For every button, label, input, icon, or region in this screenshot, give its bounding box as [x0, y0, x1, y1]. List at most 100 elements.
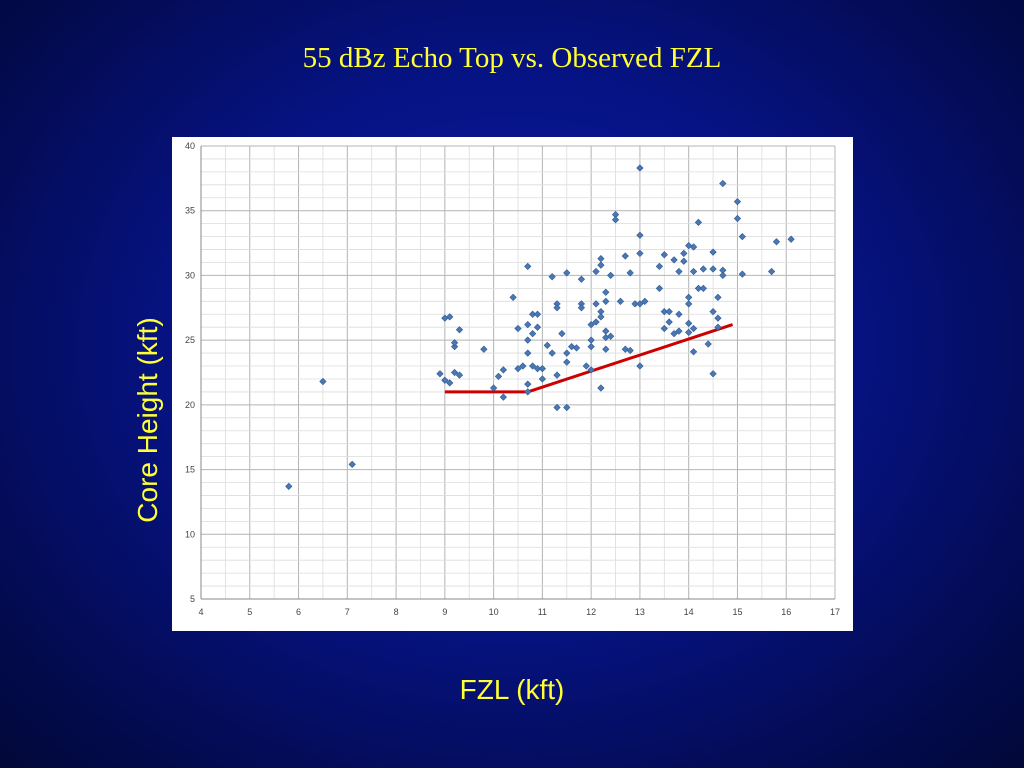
data-point — [626, 269, 634, 277]
data-point — [529, 330, 537, 338]
data-point — [592, 318, 600, 326]
data-point — [689, 267, 698, 276]
x-tick-label: 4 — [198, 607, 203, 617]
data-point — [602, 345, 610, 353]
y-axis-label-text: Core Height (kft) — [132, 317, 163, 523]
data-point — [660, 251, 668, 259]
y-tick-label: 40 — [185, 141, 195, 151]
data-point — [709, 265, 717, 273]
data-point — [670, 330, 678, 338]
data-point — [592, 300, 600, 308]
x-tick-labels: 4 5 6 7 8 9 10 11 12 13 14 15 16 17 — [198, 607, 840, 617]
data-point — [455, 326, 464, 334]
data-point — [694, 284, 703, 292]
data-point — [533, 364, 542, 373]
data-point — [611, 216, 620, 224]
data-point — [519, 362, 527, 370]
data-point — [553, 304, 561, 312]
data-point — [685, 328, 693, 337]
data-point — [285, 482, 293, 491]
data-point — [655, 262, 664, 270]
data-point — [509, 293, 517, 302]
data-point — [587, 320, 595, 329]
data-points — [285, 164, 795, 491]
y-tick-label: 15 — [185, 465, 195, 475]
data-point — [665, 318, 673, 326]
slide-title: 55 dBz Echo Top vs. Observed FZL — [302, 42, 722, 74]
x-tick-label: 6 — [296, 607, 301, 617]
data-point — [704, 340, 712, 348]
data-point — [733, 214, 742, 223]
data-point — [733, 198, 742, 206]
data-point — [738, 232, 746, 241]
y-tick-label: 35 — [185, 206, 195, 216]
data-point — [689, 348, 698, 356]
data-point — [577, 304, 586, 312]
x-tick-label: 5 — [247, 607, 252, 617]
data-point — [529, 362, 537, 370]
data-point — [602, 327, 610, 335]
data-point — [524, 380, 532, 388]
x-tick-label: 7 — [345, 607, 350, 617]
data-point — [714, 314, 722, 322]
x-tick-label: 17 — [830, 607, 840, 617]
data-point — [514, 324, 522, 333]
data-point — [538, 375, 547, 383]
y-tick-label: 30 — [185, 270, 195, 280]
y-tick-label: 25 — [185, 335, 195, 345]
data-point — [436, 370, 444, 378]
data-point — [348, 460, 356, 469]
data-point — [563, 349, 571, 357]
data-point — [699, 284, 707, 292]
data-point — [480, 345, 488, 353]
data-point — [719, 271, 727, 280]
data-point — [665, 308, 673, 316]
data-point — [446, 313, 454, 321]
data-point — [607, 332, 615, 340]
data-point — [587, 342, 595, 351]
x-tick-label: 11 — [538, 607, 547, 617]
data-point — [319, 377, 327, 386]
data-point — [597, 254, 605, 263]
data-point — [533, 323, 542, 331]
data-point — [441, 376, 449, 384]
data-point — [558, 330, 566, 338]
y-tick-label: 10 — [185, 529, 195, 539]
data-point — [524, 349, 532, 357]
x-tick-label: 15 — [732, 607, 742, 617]
chart-area: 4 5 6 7 8 9 10 11 12 13 14 15 16 17 5 10 15 20 25 30 35 40 — [172, 137, 853, 631]
data-point — [616, 297, 625, 305]
data-point — [685, 242, 693, 250]
data-point — [641, 297, 649, 305]
data-point — [563, 403, 571, 412]
data-point — [709, 308, 717, 316]
data-point — [494, 372, 503, 381]
data-point — [675, 310, 683, 318]
data-point — [489, 384, 498, 392]
data-point — [714, 293, 722, 302]
x-tick-label: 12 — [586, 607, 596, 617]
data-point — [524, 320, 532, 329]
data-point — [636, 300, 644, 308]
data-point — [563, 269, 571, 277]
data-point — [660, 308, 668, 316]
data-point — [450, 368, 459, 377]
data-point — [553, 403, 561, 412]
data-point — [767, 267, 776, 276]
data-point — [499, 366, 507, 374]
data-point — [607, 271, 615, 280]
data-point — [636, 249, 644, 258]
data-point — [563, 358, 571, 366]
data-point — [631, 300, 639, 308]
data-point — [689, 324, 698, 333]
data-point — [621, 252, 629, 260]
data-point — [699, 265, 707, 273]
data-point — [538, 364, 547, 373]
data-point — [670, 256, 678, 264]
data-point — [446, 379, 454, 387]
data-point — [685, 293, 693, 302]
data-point — [568, 342, 576, 351]
data-point — [577, 275, 586, 283]
data-point — [685, 319, 693, 327]
